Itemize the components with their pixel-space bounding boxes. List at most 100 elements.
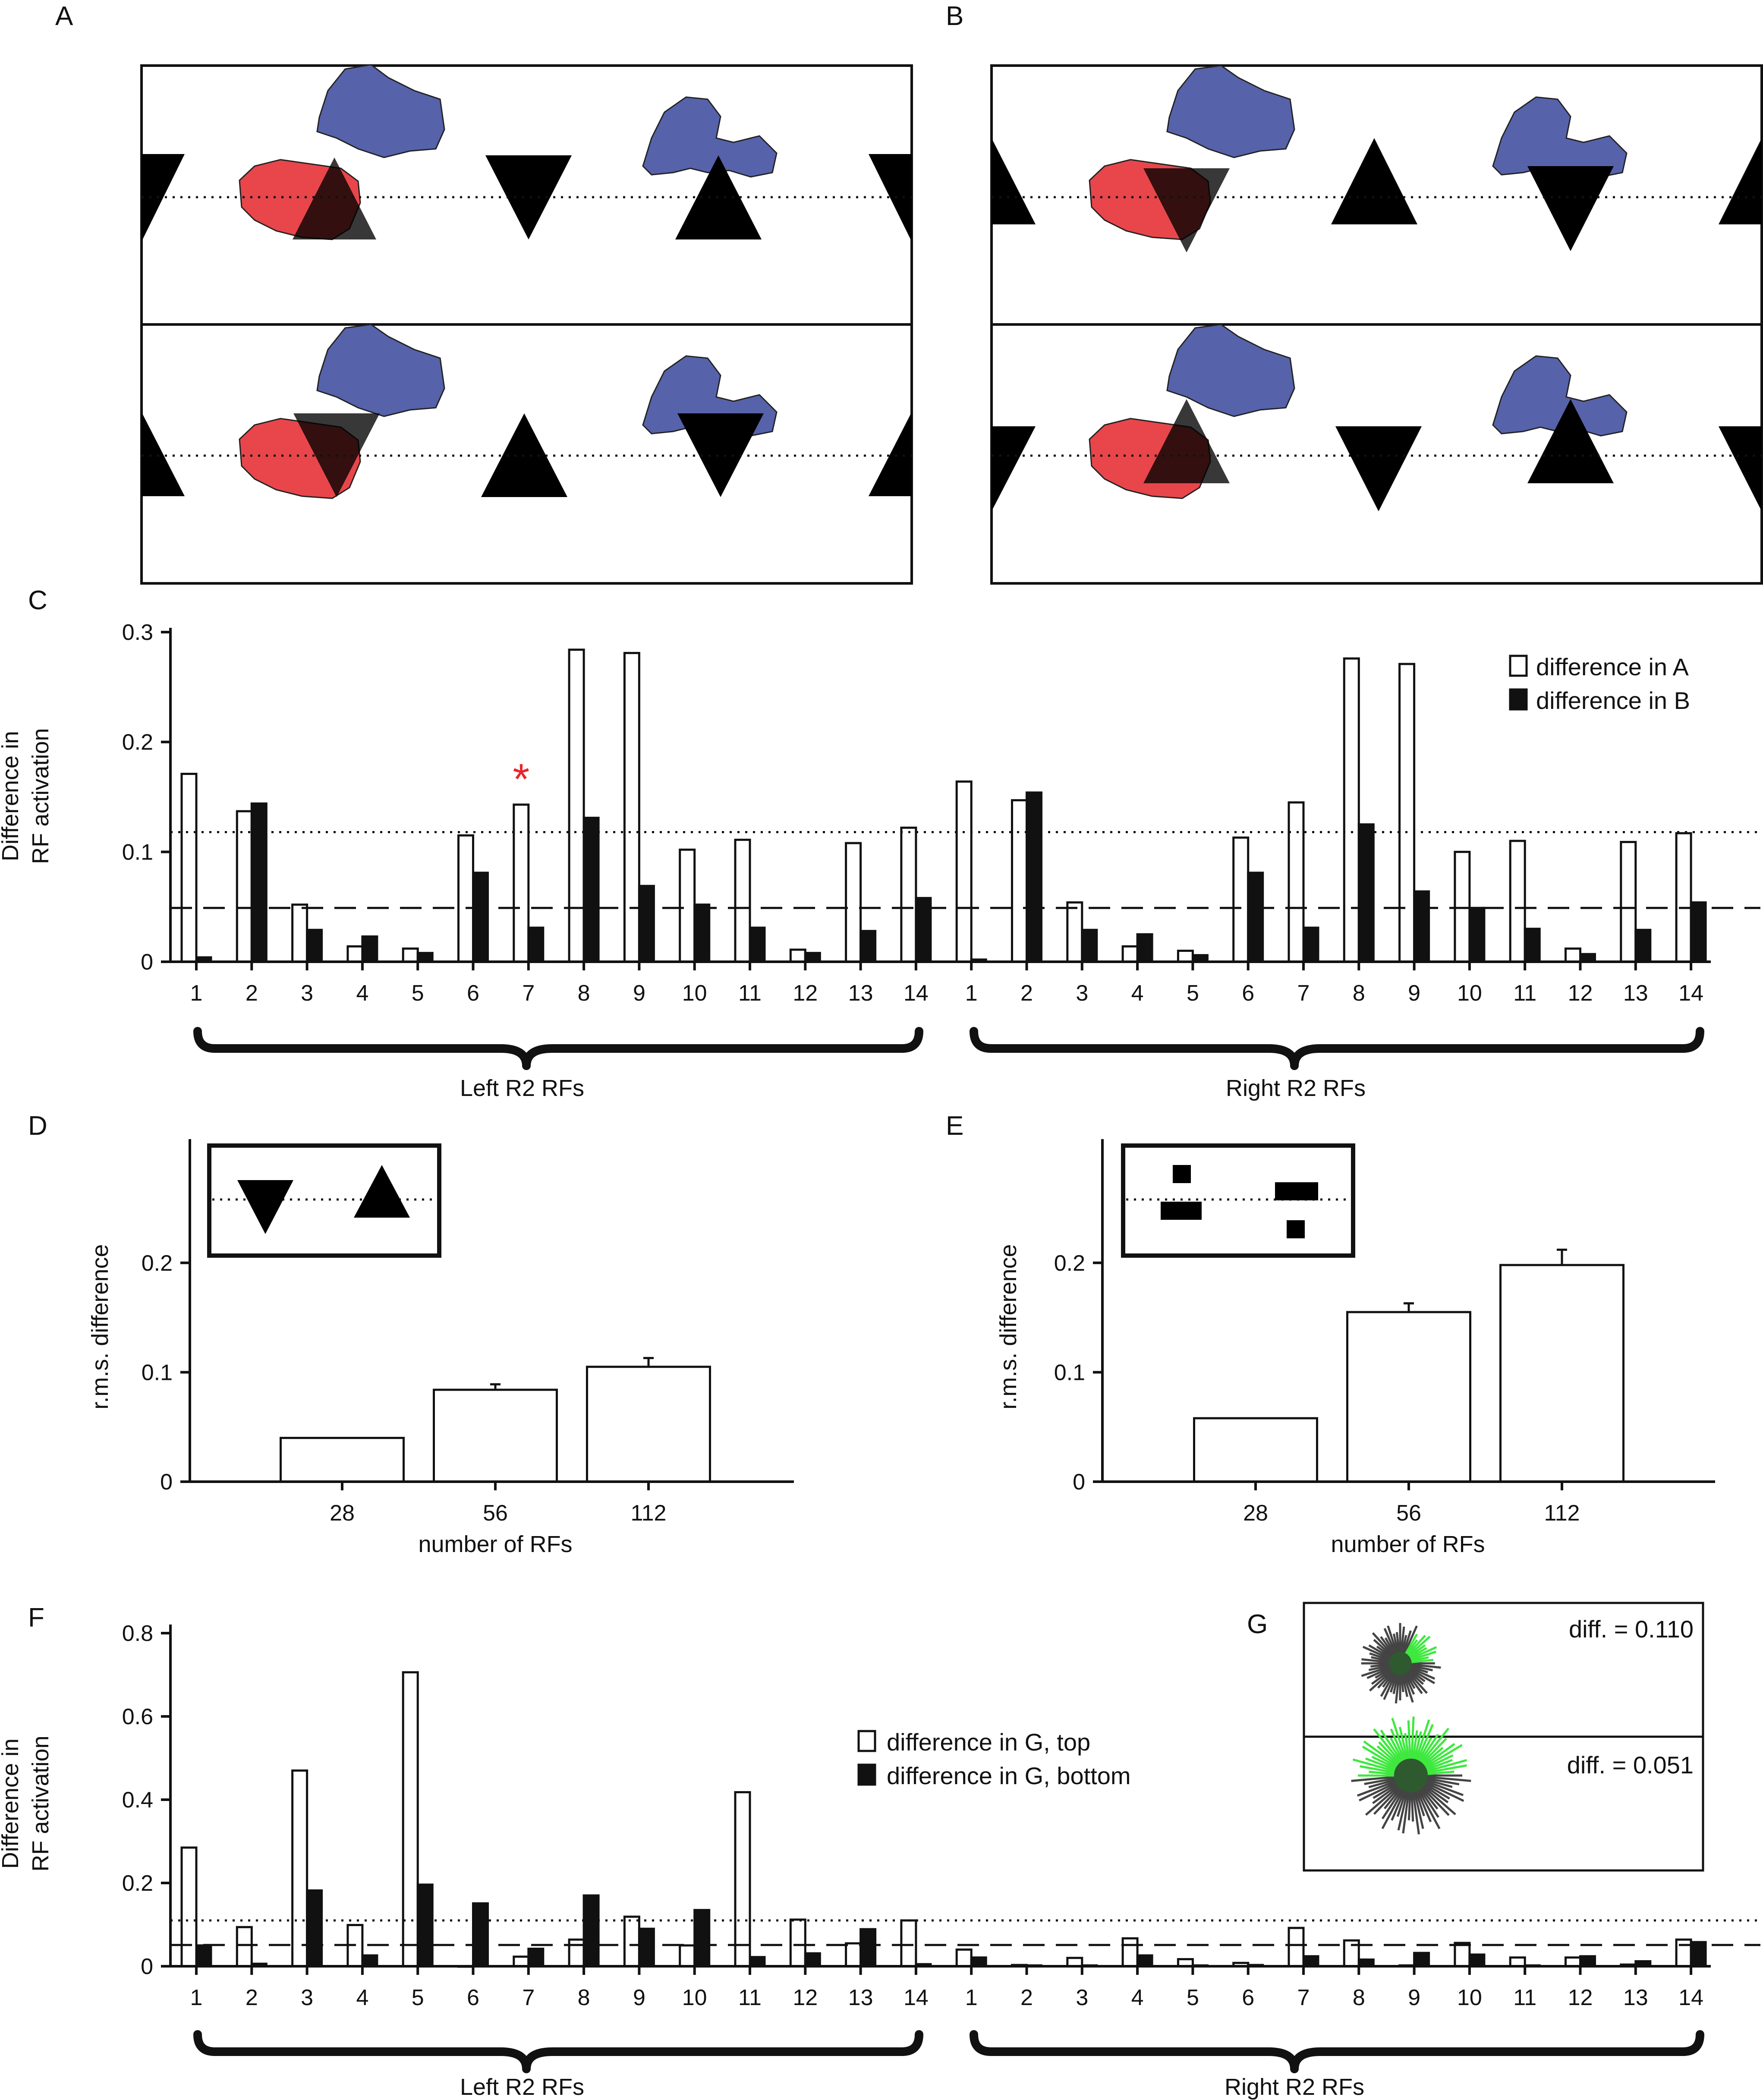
triangle-down xyxy=(1335,426,1422,511)
legend-label-a: difference in A xyxy=(1536,653,1689,680)
x-tick-label: 14 xyxy=(1678,981,1703,1006)
right-group-brace xyxy=(970,1027,1704,1070)
x-tick-label: 12 xyxy=(1568,1985,1593,2010)
bar-series-1 xyxy=(1288,1927,1305,1968)
star-ray xyxy=(1365,1780,1405,1816)
bar-series-2 xyxy=(804,1952,821,1968)
bar-series-2 xyxy=(804,952,821,963)
bar-series-2 xyxy=(361,1954,378,1968)
x-tick-label: 112 xyxy=(631,1501,667,1526)
bar-series-1 xyxy=(513,1955,530,1968)
bar-series-1 xyxy=(623,652,640,963)
bar-series-2 xyxy=(1579,1955,1596,1968)
y-tick-label: 0 xyxy=(160,1470,173,1495)
bar-series-2 xyxy=(306,1889,323,1968)
panel-c-chart: Difference in RF activation 0 0.1 0.2 0.3 1… xyxy=(0,620,1760,1101)
x-tick-label: 28 xyxy=(1243,1501,1268,1526)
x-tick-label: 8 xyxy=(1353,981,1365,1006)
x-tick-label: 8 xyxy=(578,1985,590,2010)
star-ray xyxy=(1352,1758,1403,1774)
x-tick-label: 112 xyxy=(1544,1501,1580,1526)
x-tick-label: 56 xyxy=(1396,1501,1421,1526)
panel-f-xticks: 1 2 3 4 5 6 7 8 9 10 11 12 13 14 1 2 3 4 5 6 7 8 9 10 11 12 13 14 xyxy=(190,1966,1703,2010)
bar-series-2 xyxy=(1690,901,1707,963)
panel-c-ylabel-line2: RF activation xyxy=(28,728,54,864)
bar-series-1 xyxy=(1121,1937,1139,1968)
star-ray xyxy=(1411,1784,1420,1835)
bar-series-2 xyxy=(472,1902,489,1968)
bar-series-2 xyxy=(1634,929,1652,963)
x-tick-label: 3 xyxy=(301,1985,313,2010)
bar-series-1 xyxy=(1232,836,1250,963)
panel-e-xlabel: number of RFs xyxy=(1331,1531,1485,1557)
x-tick-label: 28 xyxy=(330,1501,355,1526)
triangle-up-overlap xyxy=(1143,399,1230,483)
panel-c-left-group-label: Left R2 RFs xyxy=(460,1075,584,1101)
y-tick-label: 0.1 xyxy=(1054,1360,1085,1385)
bar-series-1 xyxy=(1066,901,1083,963)
x-tick-label: 9 xyxy=(633,981,645,1006)
panel-g-illustration: diff. = 0.110 diff. = 0.051 xyxy=(1303,1602,1704,1872)
star-ray xyxy=(1403,1667,1428,1694)
x-tick-label: 5 xyxy=(412,1985,424,2010)
blue-receptive-field xyxy=(1166,65,1295,158)
x-tick-label: 1 xyxy=(965,981,978,1006)
bar-series-1 xyxy=(1565,947,1581,963)
x-tick-label: 2 xyxy=(1020,1985,1033,2010)
star-ray xyxy=(1362,1646,1395,1662)
star-center xyxy=(1394,1758,1428,1793)
bar-series-2 xyxy=(416,1883,434,1968)
x-tick-label: 13 xyxy=(1623,1985,1648,2010)
bar-series-2 xyxy=(749,926,766,963)
panel-f-chart: Difference in RF activation 0 0.2 0.4 0.6 0.… xyxy=(0,1621,1760,2100)
x-tick-label: 10 xyxy=(1457,981,1482,1006)
bar-series-1 xyxy=(457,834,474,963)
x-tick-label: 4 xyxy=(1131,1985,1144,2010)
blue-receptive-field-right xyxy=(1492,355,1628,437)
x-tick-label: 3 xyxy=(1076,981,1088,1006)
bar-series-1 xyxy=(1675,832,1692,963)
x-tick-label: 4 xyxy=(1131,981,1144,1006)
panel-e-chart: r.m.s. difference 0 0.1 0.2 28 56 112 number… xyxy=(995,1139,1715,1557)
panel-b-illustration xyxy=(990,64,1763,585)
panel-d-yticks: 0 0.1 0.2 xyxy=(142,1251,190,1495)
legend-swatch-top xyxy=(857,1730,876,1752)
left-group-brace xyxy=(193,1027,923,1070)
panel-c-significance-marker: * xyxy=(513,755,529,803)
panel-e-inset xyxy=(1121,1143,1355,1258)
star-ray xyxy=(1419,1759,1467,1774)
bar-series-2 xyxy=(306,929,323,963)
bar xyxy=(586,1366,711,1483)
x-tick-label: 9 xyxy=(633,1985,645,2010)
x-tick-label: 7 xyxy=(522,981,535,1006)
bar-series-2 xyxy=(1302,1955,1319,1968)
star-ray xyxy=(1395,1669,1401,1704)
bar-series-1 xyxy=(900,1919,917,1968)
y-tick-label: 0.6 xyxy=(122,1704,153,1729)
legend-swatch-b xyxy=(1509,688,1528,711)
star-ray xyxy=(1401,1625,1418,1658)
x-tick-label: 11 xyxy=(1513,981,1536,1006)
x-tick-label: 5 xyxy=(1187,981,1199,1006)
triangle-down xyxy=(677,413,764,497)
x-tick-label: 9 xyxy=(1408,1985,1420,2010)
star-ray xyxy=(1413,1719,1430,1767)
bar-series-2 xyxy=(250,802,268,963)
y-tick-label: 0 xyxy=(1073,1470,1085,1495)
star-ray xyxy=(1359,1778,1404,1801)
y-tick-label: 0.2 xyxy=(122,730,153,755)
y-tick-label: 0.8 xyxy=(122,1621,153,1646)
bar-series-1 xyxy=(180,1846,198,1968)
panel-e-yticks: 0 0.1 0.2 xyxy=(1054,1251,1102,1495)
bar-series-2 xyxy=(638,885,655,963)
bar-series-1 xyxy=(1343,657,1360,963)
panel-d-xticks: 28 56 112 xyxy=(330,1482,666,1526)
star-ray xyxy=(1372,1632,1397,1660)
star-ray xyxy=(1405,1665,1436,1684)
star-ray xyxy=(1401,1669,1414,1703)
panel-label-a: A xyxy=(55,1,73,31)
star-ray xyxy=(1414,1783,1441,1829)
legend-label-top: difference in G, top xyxy=(887,1728,1090,1756)
legend-swatch-bottom xyxy=(857,1763,876,1786)
x-tick-label: 2 xyxy=(246,981,258,1006)
